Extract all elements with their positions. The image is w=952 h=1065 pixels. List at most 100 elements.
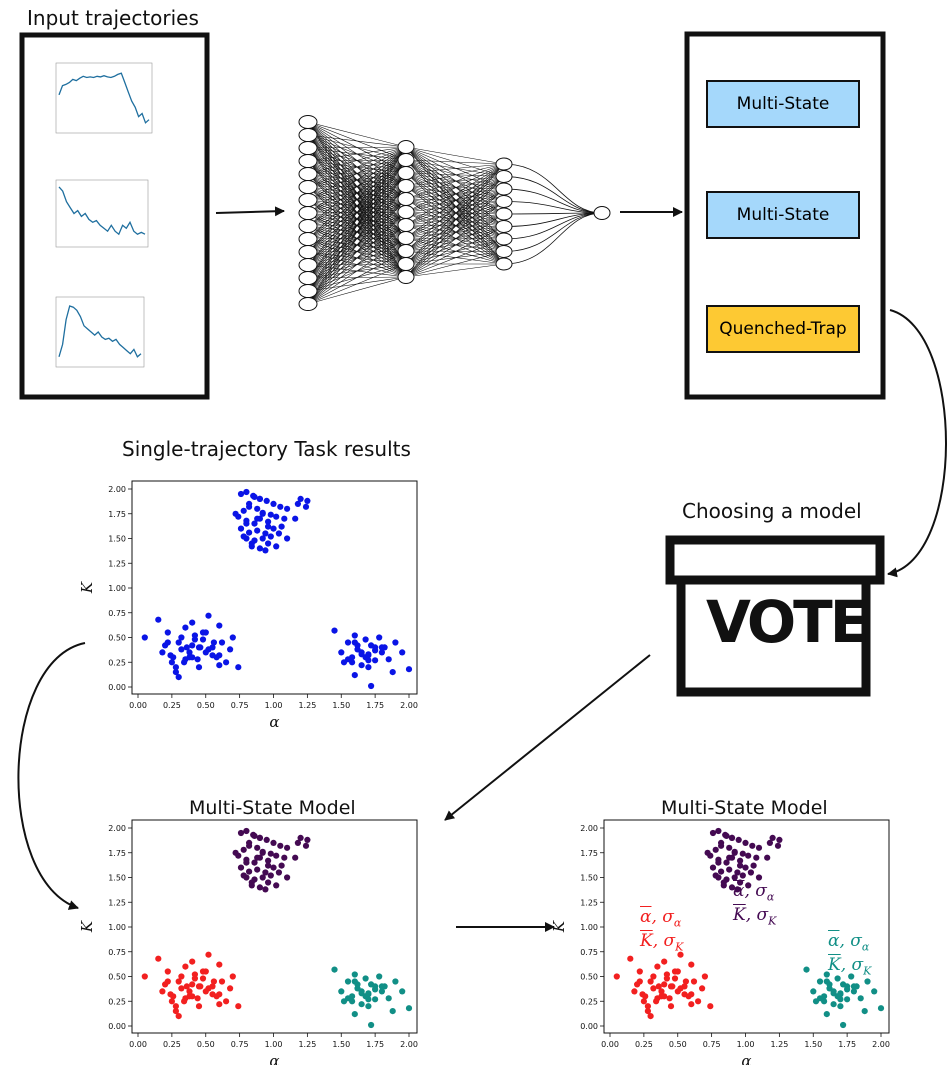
scatter-point <box>297 495 304 502</box>
annotation-top-cluster: α, σα K, σK <box>733 881 777 928</box>
network-node <box>298 167 318 181</box>
x-tick-label: 0.75 <box>231 701 249 710</box>
scatter-point <box>734 869 741 876</box>
scatter-point <box>267 872 274 879</box>
scatter-point <box>718 842 725 849</box>
scatter-point <box>376 973 383 980</box>
scatter-point <box>365 990 372 997</box>
scatter-point <box>170 654 177 661</box>
scatter-point <box>834 975 841 982</box>
scatter-point <box>263 836 270 844</box>
scatter-point <box>178 634 185 641</box>
scatter-point <box>175 978 182 985</box>
scatter-point <box>737 857 744 864</box>
scatter-point <box>270 500 277 507</box>
x-tick-label: 0.00 <box>129 701 147 710</box>
x-tick-label: 2.00 <box>872 1040 890 1049</box>
scatter-point <box>385 995 392 1002</box>
scatter-point <box>246 868 253 875</box>
scatter-point <box>259 535 266 542</box>
scatter-point <box>259 849 266 856</box>
network-node <box>298 115 318 129</box>
y-axis-label: K <box>78 920 96 933</box>
y-tick-label: 1.25 <box>108 559 126 568</box>
scatter-point <box>739 872 746 879</box>
network-node <box>298 193 318 207</box>
scatter-point <box>164 978 171 985</box>
scatter-point <box>216 1001 223 1008</box>
scatter-point <box>229 973 236 980</box>
multistate-right-title: Multi-State Model <box>661 797 828 819</box>
scatter-point <box>667 983 675 990</box>
single-task-title: Single-trajectory Task results <box>122 437 411 461</box>
network-node <box>495 232 513 246</box>
scatter-point <box>699 985 706 992</box>
scatter-plot-multistate-right: 0.00 0.25 0.50 0.75 1.00 1.25 1.50 1.75 2.00 0.00… <box>550 819 890 1065</box>
scatter-point <box>189 958 196 965</box>
scatter-point <box>178 985 185 992</box>
trajectory-thumbnails <box>55 62 153 368</box>
scatter-point <box>284 505 291 512</box>
scatter-point <box>358 1001 365 1008</box>
x-axis-label: α <box>269 713 279 731</box>
scatter-point <box>726 866 733 873</box>
scatter-point <box>172 669 179 676</box>
scatter-point <box>399 649 406 656</box>
scatter-point <box>205 985 212 992</box>
network-node <box>495 207 513 221</box>
y-tick-label: 1.50 <box>108 874 126 883</box>
scatter-point <box>232 510 239 517</box>
scatter-point <box>182 624 189 631</box>
scatter-point <box>647 1013 654 1020</box>
x-tick-label: 1.75 <box>838 1040 856 1049</box>
network-node <box>397 166 415 180</box>
scatter-point <box>189 654 196 661</box>
scatter-point <box>663 975 671 982</box>
scatter-point <box>351 1011 358 1018</box>
scatter-point <box>682 978 690 985</box>
model-box-label: Quenched-Trap <box>719 319 847 339</box>
scatter-point <box>172 664 179 671</box>
network-node <box>298 232 318 246</box>
scatter-point <box>168 998 175 1005</box>
scatter-point <box>262 869 269 876</box>
network-node <box>298 154 318 168</box>
scatter-point <box>677 985 684 992</box>
scatter-point <box>275 530 282 537</box>
scatter-point <box>251 832 258 840</box>
scatter-point <box>644 1008 652 1015</box>
scatter-point <box>709 829 717 837</box>
scatter-point <box>712 872 719 879</box>
scatter-point <box>688 1001 695 1008</box>
scatter-point <box>821 998 828 1005</box>
scatter-point <box>302 503 310 510</box>
scatter-point <box>709 864 717 871</box>
model-box-label: Multi-State <box>736 205 830 225</box>
scatter-point <box>182 963 189 970</box>
scatter-point <box>178 646 185 653</box>
scatter-point <box>175 1013 182 1020</box>
scatter-point <box>294 839 301 847</box>
scatter-point <box>826 981 833 988</box>
scatter-point <box>277 842 284 849</box>
scatter-point <box>857 995 864 1002</box>
network-node <box>397 270 415 284</box>
x-tick-label: 1.25 <box>770 1040 788 1049</box>
x-tick-label: 2.00 <box>400 701 418 710</box>
scatter-point <box>216 991 223 998</box>
x-tick-label: 0.75 <box>703 1040 721 1049</box>
scatter-point <box>256 884 263 891</box>
scatter-point <box>810 988 817 995</box>
scatter-point <box>861 1008 868 1015</box>
scatter-point <box>182 995 189 1002</box>
scatter-point <box>823 971 830 978</box>
scatter-point <box>164 968 171 975</box>
x-tick-label: 0.75 <box>231 1040 249 1049</box>
scatter-point <box>243 488 250 496</box>
scatter-point <box>661 981 668 988</box>
scatter-point <box>294 500 301 507</box>
multistate-left-title: Multi-State Model <box>189 797 356 819</box>
scatter-point <box>844 986 851 993</box>
network-node <box>397 140 415 154</box>
